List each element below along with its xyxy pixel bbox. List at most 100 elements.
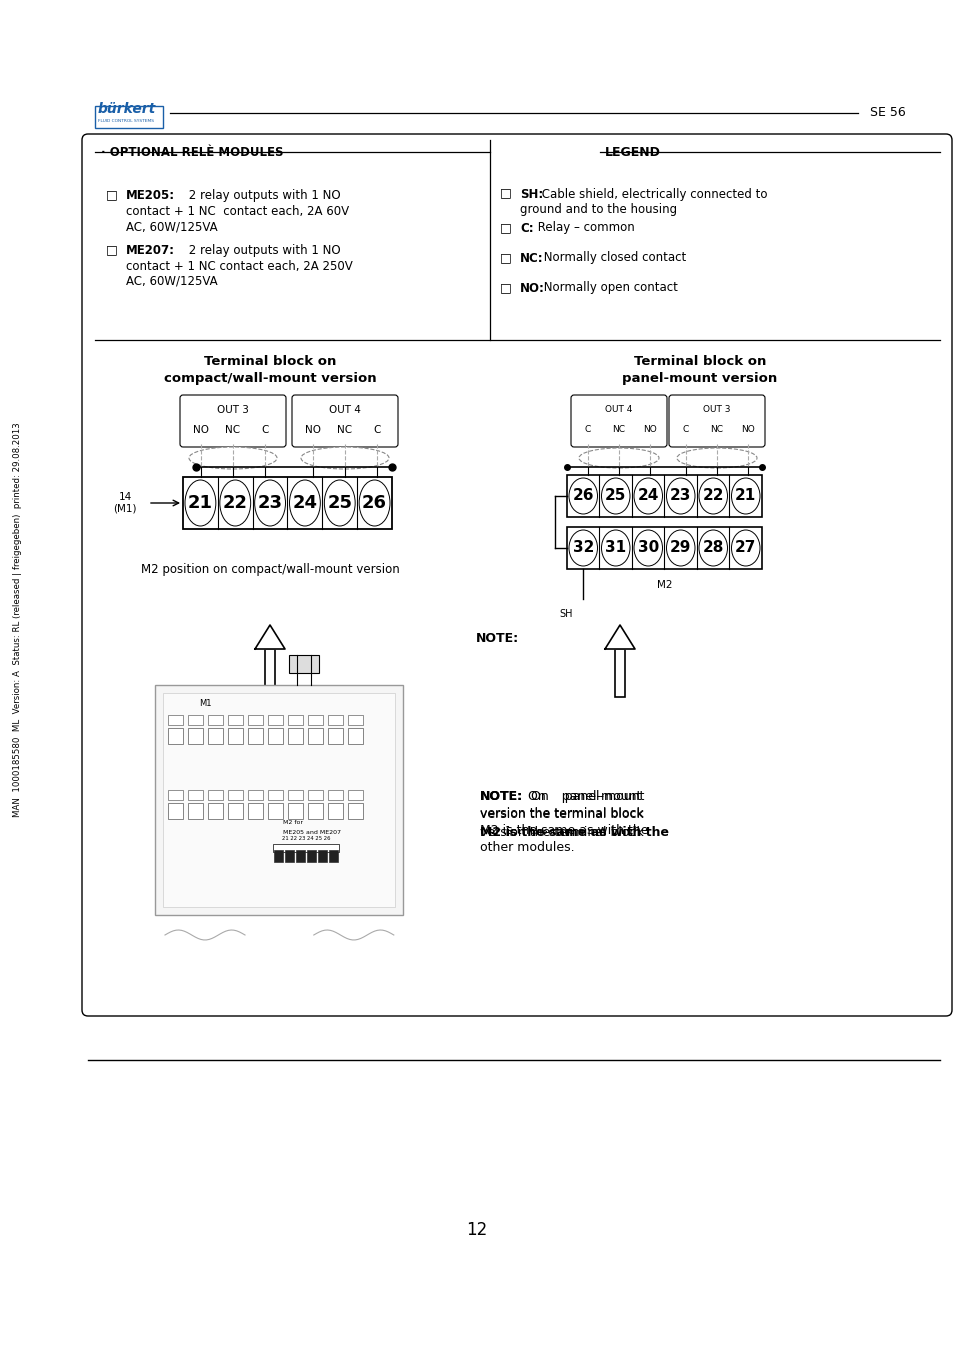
Bar <box>248 790 263 800</box>
Ellipse shape <box>185 480 215 526</box>
Text: AC, 60W/125VA: AC, 60W/125VA <box>126 220 217 233</box>
Text: 26: 26 <box>362 493 387 512</box>
Text: ME205 and ME207: ME205 and ME207 <box>283 830 340 834</box>
Text: C: C <box>682 426 688 434</box>
Text: LEGEND: LEGEND <box>604 146 660 158</box>
Text: NO: NO <box>642 426 657 434</box>
FancyBboxPatch shape <box>95 105 163 128</box>
Bar <box>288 803 303 819</box>
Text: 21: 21 <box>735 488 756 503</box>
Ellipse shape <box>731 479 760 514</box>
Text: Cable shield, electrically connected to: Cable shield, electrically connected to <box>537 188 767 201</box>
Text: other modules.: other modules. <box>479 841 574 854</box>
Text: □: □ <box>106 243 117 257</box>
Bar <box>274 850 283 863</box>
Text: 25: 25 <box>604 488 626 503</box>
Text: NC: NC <box>710 426 722 434</box>
Bar <box>308 727 323 744</box>
Text: □: □ <box>499 251 511 265</box>
Bar <box>268 803 283 819</box>
FancyBboxPatch shape <box>571 395 666 448</box>
FancyBboxPatch shape <box>292 395 397 448</box>
Bar <box>317 850 327 863</box>
Bar <box>615 649 624 698</box>
Text: 2 relay outputs with 1 NO: 2 relay outputs with 1 NO <box>170 243 340 257</box>
Bar <box>188 715 203 725</box>
Text: · OPTIONAL RELÈ MODULES: · OPTIONAL RELÈ MODULES <box>101 146 283 158</box>
Text: 25: 25 <box>327 493 352 512</box>
Text: bürkert: bürkert <box>98 101 156 116</box>
Text: M2 position on compact/wall-mount version: M2 position on compact/wall-mount versio… <box>140 564 399 576</box>
Ellipse shape <box>189 448 276 469</box>
Bar <box>273 844 338 852</box>
Bar <box>163 694 395 907</box>
Ellipse shape <box>289 480 320 526</box>
Bar <box>183 477 392 529</box>
Bar <box>328 803 343 819</box>
Text: MAN  1000185580  ML  Version: A  Status: RL (released | freigegeben)  printed: 2: MAN 1000185580 ML Version: A Status: RL … <box>13 423 23 818</box>
Ellipse shape <box>731 530 760 566</box>
Bar <box>268 715 283 725</box>
Bar <box>285 850 294 863</box>
Text: 23: 23 <box>257 493 282 512</box>
Ellipse shape <box>358 480 390 526</box>
Ellipse shape <box>666 530 695 566</box>
Text: OUT 3: OUT 3 <box>702 406 730 415</box>
Polygon shape <box>604 625 635 649</box>
Ellipse shape <box>677 448 757 468</box>
Text: C: C <box>584 426 591 434</box>
Text: C: C <box>373 425 380 435</box>
Text: 22: 22 <box>701 488 723 503</box>
Ellipse shape <box>578 448 659 468</box>
Text: version the terminal block: version the terminal block <box>479 807 643 821</box>
Bar <box>188 727 203 744</box>
Text: 21: 21 <box>188 493 213 512</box>
FancyBboxPatch shape <box>154 685 402 915</box>
Text: 24: 24 <box>637 488 659 503</box>
Ellipse shape <box>666 479 695 514</box>
Text: 22: 22 <box>222 493 248 512</box>
Ellipse shape <box>568 530 597 566</box>
Bar <box>289 654 318 673</box>
Text: 23: 23 <box>669 488 691 503</box>
Text: ground and to the housing: ground and to the housing <box>519 203 677 216</box>
Bar <box>328 790 343 800</box>
Text: □: □ <box>499 187 511 200</box>
Text: Normally closed contact: Normally closed contact <box>539 251 685 265</box>
Bar <box>228 715 243 725</box>
Text: ME207:: ME207: <box>126 243 174 257</box>
Text: On    panel-mount: On panel-mount <box>522 790 643 803</box>
Text: M2 is the same as with the: M2 is the same as with the <box>479 823 648 837</box>
Text: OUT 4: OUT 4 <box>604 406 632 415</box>
Text: M1: M1 <box>198 699 211 707</box>
Ellipse shape <box>324 480 355 526</box>
Bar <box>295 850 305 863</box>
Text: SE 56: SE 56 <box>869 107 904 119</box>
Bar <box>248 715 263 725</box>
Text: M2 for: M2 for <box>283 821 303 826</box>
Text: 31: 31 <box>604 541 626 556</box>
Text: □: □ <box>499 281 511 295</box>
Bar <box>288 715 303 725</box>
Bar <box>307 850 315 863</box>
Bar <box>328 715 343 725</box>
Text: Relay – common: Relay – common <box>534 222 634 234</box>
Bar <box>188 803 203 819</box>
Bar <box>228 790 243 800</box>
Text: OUT 4: OUT 4 <box>329 406 360 415</box>
Bar <box>265 649 274 698</box>
Text: NO: NO <box>740 426 754 434</box>
Ellipse shape <box>601 479 629 514</box>
Polygon shape <box>254 625 285 649</box>
Text: SH:: SH: <box>519 188 542 201</box>
Text: 2 relay outputs with 1 NO: 2 relay outputs with 1 NO <box>170 189 340 201</box>
Bar <box>348 727 363 744</box>
Bar <box>168 715 183 725</box>
Bar <box>268 790 283 800</box>
Text: 27: 27 <box>735 541 756 556</box>
Text: Terminal block on
panel-mount version: Terminal block on panel-mount version <box>621 356 777 385</box>
Bar <box>308 790 323 800</box>
FancyBboxPatch shape <box>82 134 951 1015</box>
Ellipse shape <box>254 480 285 526</box>
Ellipse shape <box>568 479 597 514</box>
